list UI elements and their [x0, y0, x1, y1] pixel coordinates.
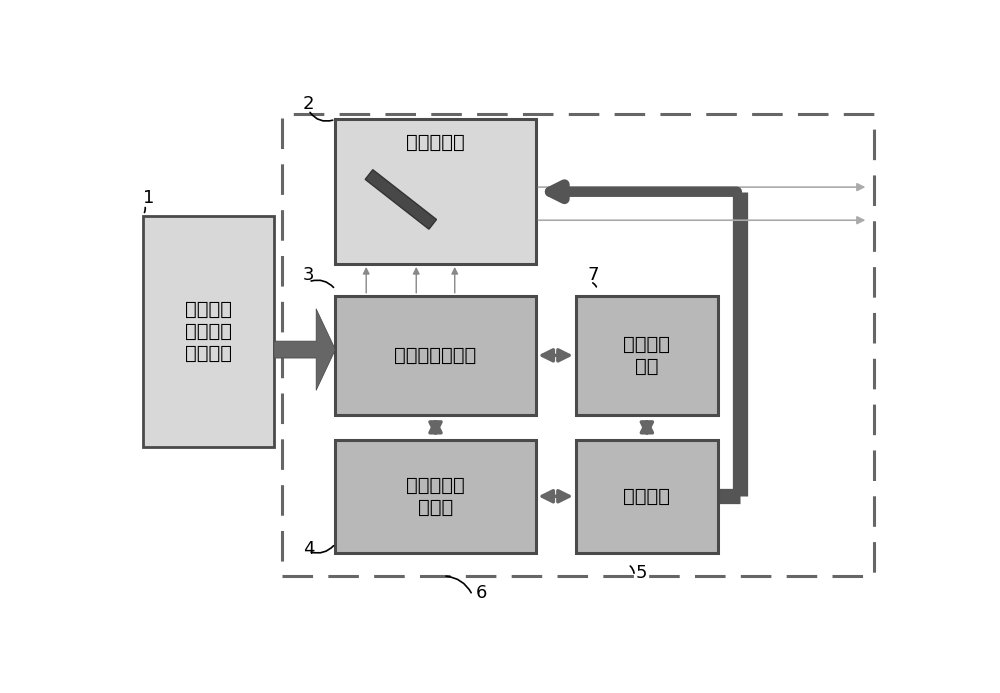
Bar: [365, 170, 436, 229]
Text: 4: 4: [303, 540, 315, 558]
Text: 太阳能风
力二合一
电源单元: 太阳能风 力二合一 电源单元: [185, 300, 232, 363]
Text: 测控单元: 测控单元: [623, 486, 670, 506]
Bar: [335, 296, 536, 415]
Bar: [335, 119, 536, 264]
Polygon shape: [274, 309, 335, 390]
Text: 3: 3: [303, 265, 315, 283]
Text: 6: 6: [476, 584, 487, 602]
Text: 2: 2: [303, 94, 315, 112]
Text: 扫描镜单元: 扫描镜单元: [406, 133, 465, 152]
Bar: [335, 439, 536, 553]
Text: 激光管驱动
电源组: 激光管驱动 电源组: [406, 476, 465, 517]
Bar: [282, 114, 874, 576]
Text: 7: 7: [588, 265, 599, 283]
Bar: [576, 439, 718, 553]
Bar: [576, 296, 718, 415]
Text: 1: 1: [143, 188, 154, 207]
Text: 激光管阵列单元: 激光管阵列单元: [394, 346, 477, 365]
Bar: [143, 216, 274, 448]
Text: 5: 5: [636, 564, 647, 582]
Text: 激光热控
单元: 激光热控 单元: [623, 335, 670, 376]
